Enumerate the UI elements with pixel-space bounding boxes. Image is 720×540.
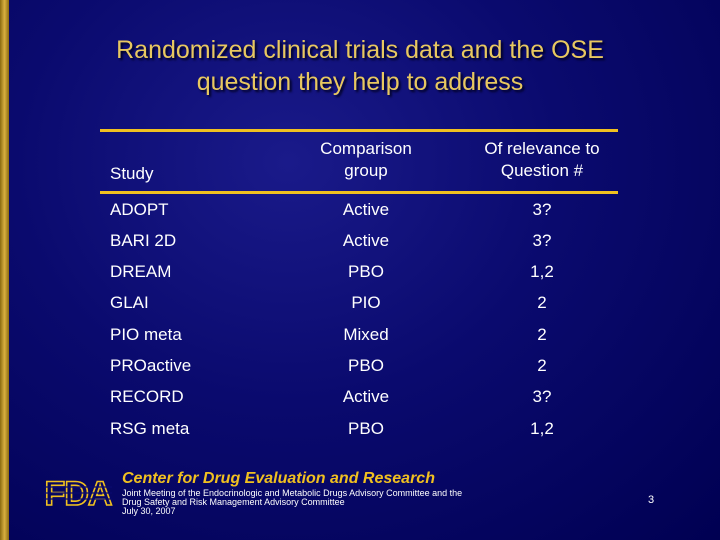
cell-study: DREAM bbox=[110, 262, 172, 281]
cell-question: 1,2 bbox=[530, 262, 554, 281]
cell-comparison: PIO bbox=[351, 293, 381, 312]
fda-logo-icon: FDA bbox=[44, 474, 114, 512]
table-header-rule bbox=[100, 191, 618, 194]
footer-meeting-line-1: Joint Meeting of the Endocrinologic and … bbox=[122, 488, 463, 498]
cell-comparison: Active bbox=[342, 200, 390, 219]
cell-study: RECORD bbox=[110, 387, 184, 406]
cell-question: 2 bbox=[537, 325, 547, 344]
header-comparison-group: Comparison group bbox=[300, 138, 432, 182]
slide-title-line-1: Randomized clinical trials data and the … bbox=[116, 36, 604, 64]
cell-study: ADOPT bbox=[110, 200, 169, 219]
cell-question: 1,2 bbox=[530, 419, 554, 438]
cell-comparison: Active bbox=[342, 387, 390, 406]
cell-study: GLAI bbox=[110, 293, 149, 312]
cell-study: RSG meta bbox=[110, 419, 190, 438]
cell-question: 3? bbox=[532, 231, 552, 250]
left-accent-bar bbox=[0, 0, 9, 540]
header-question-relevance: Of relevance to Question # bbox=[466, 138, 618, 182]
cell-study: PIO meta bbox=[110, 325, 182, 344]
footer-meeting-date: July 30, 2007 bbox=[122, 506, 176, 516]
page-number: 3 bbox=[648, 494, 655, 506]
cell-question: 2 bbox=[537, 293, 547, 312]
header-relevance-line-1: Of relevance to bbox=[484, 139, 600, 158]
header-relevance-line-2: Question # bbox=[500, 161, 584, 180]
footer-organization: Center for Drug Evaluation and Research bbox=[122, 470, 435, 487]
cell-question: 3? bbox=[532, 387, 552, 406]
cell-comparison: PBO bbox=[348, 419, 384, 438]
cell-comparison: PBO bbox=[348, 262, 384, 281]
header-comparison-line-2: group bbox=[344, 161, 388, 180]
cell-question: 3? bbox=[532, 200, 552, 219]
cell-study: PROactive bbox=[110, 356, 192, 375]
header-study: Study bbox=[110, 164, 154, 183]
cell-question: 2 bbox=[537, 356, 547, 375]
cell-comparison: PBO bbox=[348, 356, 384, 375]
cell-study: BARI 2D bbox=[110, 231, 177, 250]
cell-comparison: Mixed bbox=[343, 325, 389, 344]
header-comparison-line-1: Comparison bbox=[320, 139, 412, 158]
slide-title: Randomized clinical trials data and the … bbox=[40, 34, 680, 98]
slide-title-line-2: question they help to address bbox=[196, 68, 524, 96]
table-top-rule bbox=[100, 129, 618, 132]
footer-meeting-info: Joint Meeting of the Endocrinologic and … bbox=[122, 489, 552, 516]
footer-meeting-line-2: Drug Safety and Risk Management Advisory… bbox=[122, 497, 345, 507]
cell-comparison: Active bbox=[342, 231, 390, 250]
